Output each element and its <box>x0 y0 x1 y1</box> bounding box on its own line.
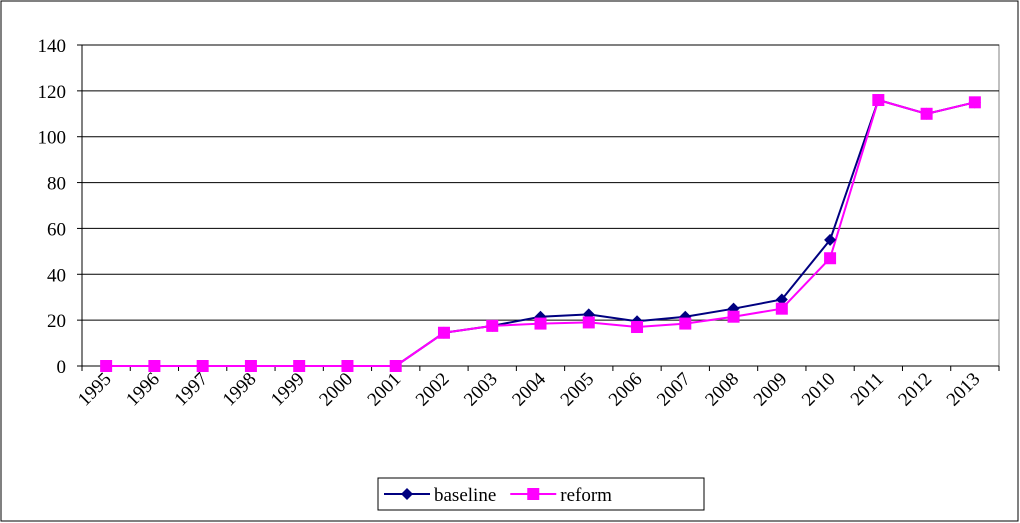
marker <box>631 321 644 334</box>
legend-label: reform <box>560 485 612 506</box>
marker <box>824 252 837 265</box>
y-tick-label: 140 <box>38 36 67 57</box>
marker <box>775 302 788 315</box>
y-tick-label: 20 <box>47 311 66 332</box>
marker <box>244 360 257 372</box>
marker <box>920 107 933 120</box>
legend: baseline reform <box>377 477 705 511</box>
y-tick-label: 60 <box>47 219 66 240</box>
marker <box>100 360 113 372</box>
marker <box>824 233 837 246</box>
marker <box>968 96 981 109</box>
marker <box>775 293 788 306</box>
legend-label: baseline <box>434 485 496 506</box>
marker <box>486 319 499 332</box>
legend-box <box>377 477 705 511</box>
marker <box>679 317 692 330</box>
marker <box>148 360 161 372</box>
y-tick-label: 80 <box>47 174 66 195</box>
marker <box>293 360 306 372</box>
marker <box>582 316 595 329</box>
marker <box>534 317 547 330</box>
marker <box>872 94 885 107</box>
marker <box>437 326 450 339</box>
y-tick-label: 0 <box>57 357 67 378</box>
marker <box>341 360 354 372</box>
marker <box>389 360 402 372</box>
marker <box>527 488 540 500</box>
y-tick-label: 40 <box>47 265 66 286</box>
y-tick-label: 100 <box>38 128 67 149</box>
marker <box>196 360 209 372</box>
marker <box>401 488 413 500</box>
y-tick-label: 120 <box>38 82 67 103</box>
marker <box>727 310 740 323</box>
